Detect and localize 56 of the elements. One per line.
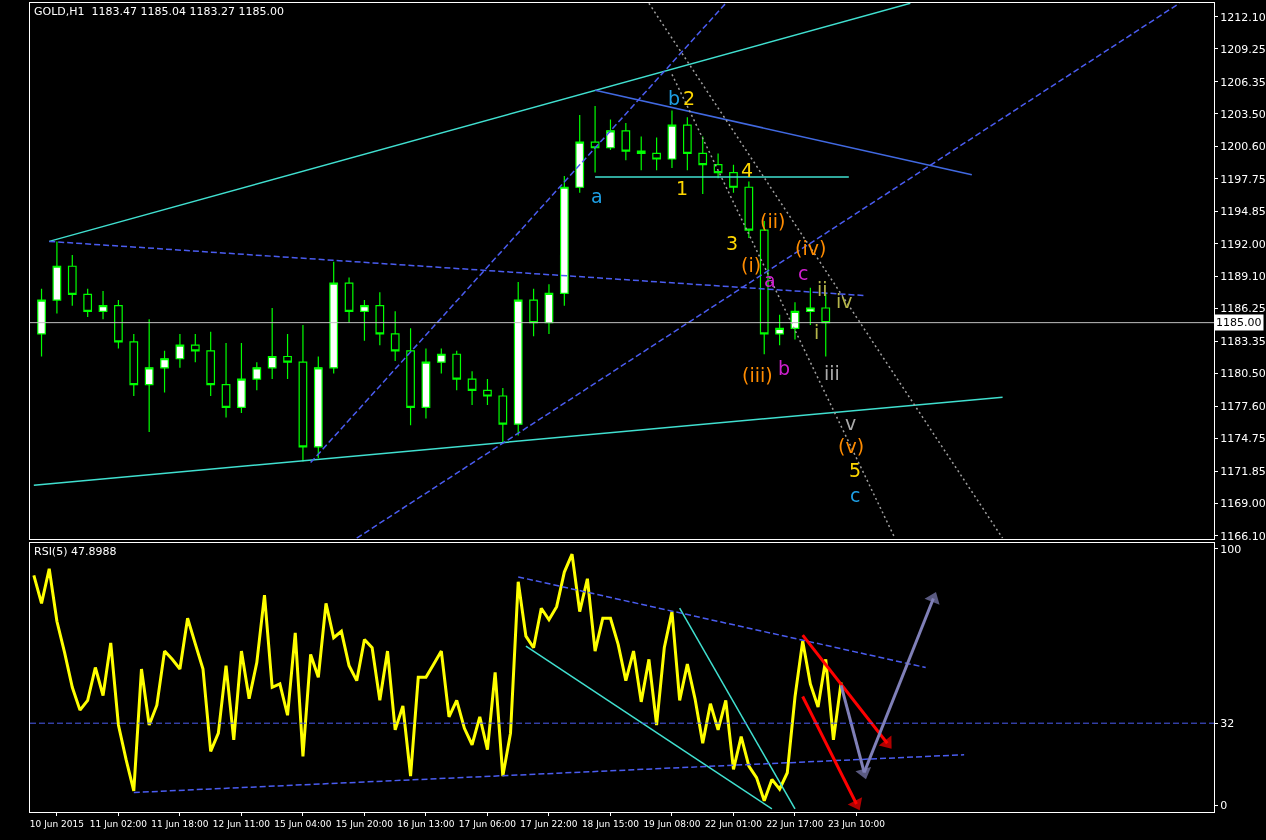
y-tick-label: 1197.75: [1220, 172, 1266, 186]
y-tick-label: 100: [1220, 542, 1242, 556]
y-tick-label: 1212.10: [1220, 10, 1266, 24]
y-tick-label: 1180.50: [1220, 367, 1266, 381]
annotation: iii: [824, 362, 840, 384]
x-tick-label: 22 Jun 17:00: [766, 819, 824, 830]
annotation: 2: [683, 87, 696, 109]
annotation: iv: [836, 290, 853, 312]
y-tick-label: 1192.00: [1220, 237, 1266, 251]
y-tick-label: 1189.10: [1220, 270, 1266, 284]
x-tick-label: 22 Jun 01:00: [704, 819, 763, 830]
y-tick-label: 1194.85: [1220, 205, 1266, 219]
x-tick-label: 23 Jun 10:00: [827, 819, 886, 830]
x-tick-label: 11 Jun 02:00: [89, 819, 148, 830]
x-tick-label: 16 Jun 13:00: [397, 819, 455, 830]
annotation: (v): [838, 435, 865, 457]
x-tick-label: 12 Jun 11:00: [212, 819, 271, 830]
y-tick-label: 1183.35: [1220, 335, 1266, 349]
annotation: i: [814, 321, 820, 343]
y-tick-label: 32: [1220, 717, 1235, 731]
x-tick-label: 19 Jun 08:00: [643, 819, 701, 830]
y-tick-label: 1169.00: [1220, 497, 1266, 511]
annotation: c: [798, 262, 809, 284]
annotation: c: [850, 484, 861, 506]
annotation: (ii): [760, 210, 786, 232]
annotation: b: [778, 357, 791, 379]
x-tick-label: 18 Jun 15:00: [581, 819, 640, 830]
annotation: 3: [726, 232, 739, 254]
x-tick-label: 15 Jun 20:00: [335, 819, 394, 830]
x-tick-label: 17 Jun 06:00: [458, 819, 517, 830]
ref-line-label: 1185.00: [1216, 316, 1262, 329]
y-tick-label: 1209.25: [1220, 42, 1266, 56]
y-tick-label: 1200.60: [1220, 140, 1266, 154]
annotation: 1: [676, 177, 689, 199]
y-tick-label: 1186.25: [1220, 302, 1266, 316]
y-tick-label: 1206.35: [1220, 75, 1266, 89]
x-tick-label: 15 Jun 04:00: [274, 819, 332, 830]
y-tick-label: 0: [1220, 799, 1228, 813]
annotation: 4: [741, 159, 754, 181]
y-tick-label: 1174.75: [1220, 432, 1266, 446]
x-tick-label: 17 Jun 22:00: [520, 819, 578, 830]
x-tick-label: 11 Jun 18:00: [151, 819, 209, 830]
annotation: (iv): [795, 237, 827, 259]
y-tick-label: 1177.60: [1220, 400, 1266, 414]
annotation: v: [845, 412, 857, 434]
annotation: 5: [849, 459, 862, 481]
annotation: a: [591, 185, 603, 207]
y-tick-label: 1203.50: [1220, 107, 1266, 121]
annotation: b: [668, 87, 681, 109]
x-tick-label: 10 Jun 2015: [29, 819, 84, 830]
chart-title: GOLD,H1 1183.47 1185.04 1183.27 1185.00: [34, 5, 284, 18]
annotation: (i): [741, 254, 762, 276]
y-tick-label: 1166.10: [1220, 529, 1266, 543]
chart-title: RSI(5) 47.8988: [34, 545, 117, 558]
annotation: (iii): [742, 364, 773, 386]
y-tick-label: 1171.85: [1220, 464, 1266, 478]
